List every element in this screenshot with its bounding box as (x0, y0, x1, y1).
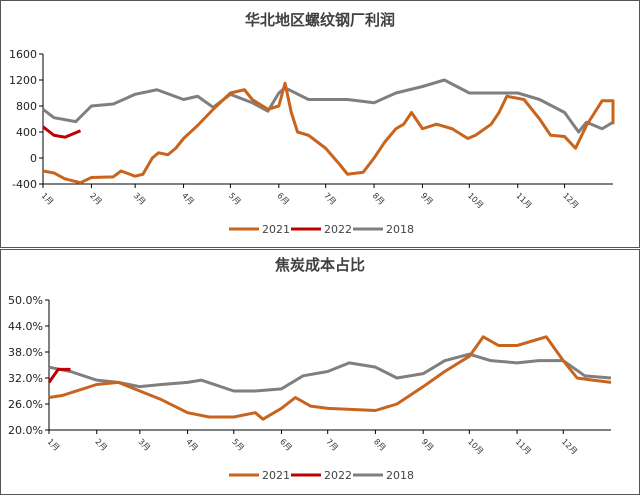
x-tick-label: 12月 (561, 191, 580, 210)
y-tick-label: 800 (16, 100, 37, 113)
x-tick-label: 8月 (372, 437, 388, 453)
series-line-2018 (48, 352, 612, 393)
series-line-2022 (42, 125, 82, 139)
legend-label: 2018 (386, 223, 414, 236)
y-tick-label: 50.0% (8, 294, 43, 307)
legend-label: 2021 (262, 469, 290, 482)
x-tick-label: 2月 (93, 437, 109, 453)
series-line-2022 (47, 367, 71, 384)
series-line-2021 (42, 81, 615, 185)
x-tick-label: 11月 (514, 191, 533, 210)
chart-title: 华北地区螺纹钢厂利润 (245, 11, 395, 29)
x-tick-label: 11月 (514, 437, 533, 456)
y-tick-label: 0 (30, 152, 37, 165)
x-tick-label: 4月 (180, 191, 196, 207)
y-tick-label: 1200 (9, 74, 37, 87)
x-tick-label: 10月 (466, 437, 485, 456)
x-tick-label: 10月 (466, 191, 485, 210)
x-tick-label: 9月 (420, 437, 436, 453)
y-tick-label: 44.0% (8, 320, 43, 333)
y-tick-label: 400 (16, 126, 37, 139)
x-tick-label: 7月 (322, 191, 338, 207)
x-tick-label: 3月 (136, 437, 152, 453)
y-tick-label: 20.0% (8, 424, 43, 437)
x-tick-label: 6月 (275, 191, 291, 207)
coke-cost-chart-panel: 焦炭成本占比 50.0% 44.0% 38.0% 32.0% 26.0% 20.0% 1月 2月… (0, 249, 640, 495)
x-tick-label: 5月 (227, 191, 243, 207)
y-tick-label: 26.0% (8, 398, 43, 411)
x-tick-label: 1月 (40, 191, 56, 207)
coke-cost-chart: 焦炭成本占比 50.0% 44.0% 38.0% 32.0% 26.0% 20.0%1月 2月… (8, 256, 612, 482)
legend-label: 2021 (262, 223, 290, 236)
legend-label: 2022 (324, 469, 352, 482)
x-tick-label: 6月 (278, 437, 294, 453)
x-tick-label: 8月 (371, 191, 387, 207)
series-line-2018 (42, 78, 614, 134)
x-tick-label: 4月 (184, 437, 200, 453)
x-tick-label: 5月 (230, 437, 246, 453)
x-tick-label: 1月 (46, 437, 62, 453)
x-tick-label: 12月 (560, 437, 579, 456)
y-tick-label: 1600 (9, 48, 37, 61)
x-tick-label: 2月 (88, 191, 104, 207)
x-tick-label: 7月 (324, 437, 340, 453)
legend-label: 2018 (386, 469, 414, 482)
x-tick-label: 9月 (419, 191, 435, 207)
legend-label: 2022 (324, 223, 352, 236)
y-tick-label: 32.0% (8, 372, 43, 385)
chart-title: 焦炭成本占比 (274, 256, 365, 274)
y-tick-label: -400 (12, 178, 37, 191)
x-tick-label: 3月 (132, 191, 148, 207)
series-line-2021 (48, 335, 612, 421)
y-tick-label: 38.0% (8, 346, 43, 359)
profit-chart-panel: 华北地区螺纹钢厂利润 1600 1200 800 400 0 -400 1月 2月 3月 4月 5月 6… (0, 0, 640, 248)
